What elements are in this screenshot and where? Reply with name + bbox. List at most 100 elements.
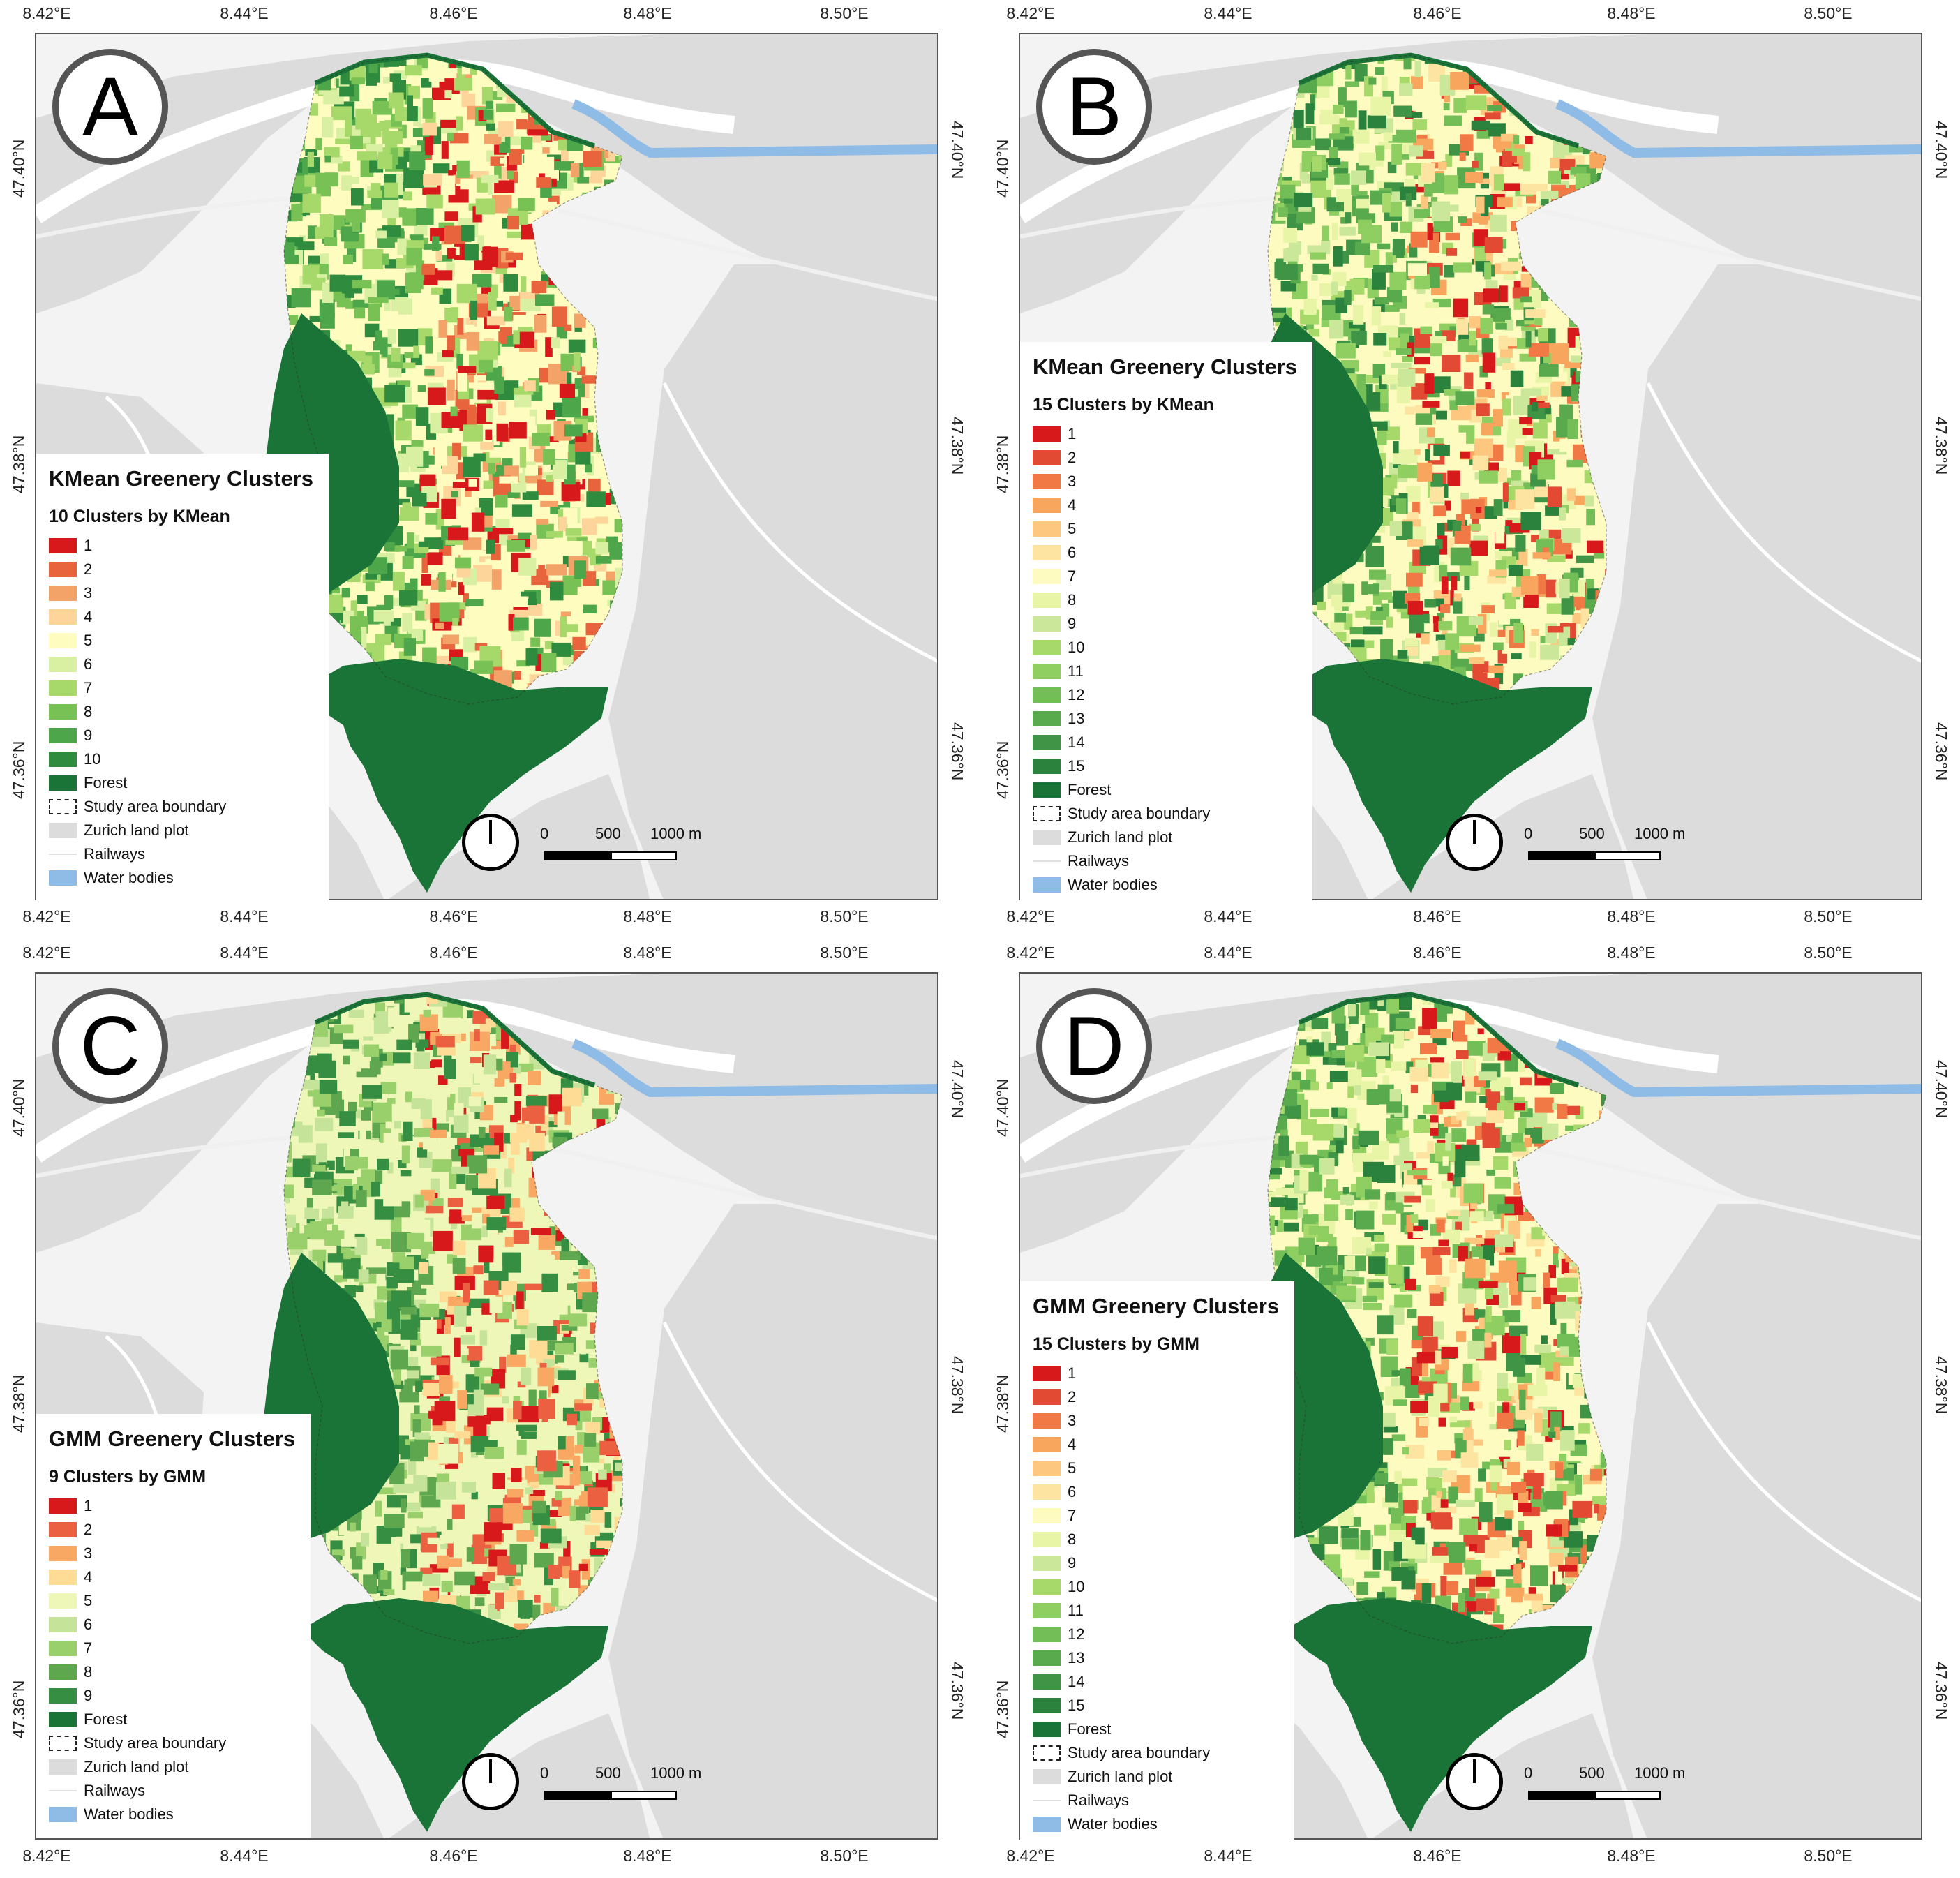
cluster-patch <box>532 1500 546 1514</box>
cluster-patch <box>440 175 456 195</box>
cluster-patch <box>1459 152 1466 161</box>
cluster-patch <box>1308 329 1320 337</box>
cluster-patch <box>1349 627 1370 635</box>
legend-title: KMean Greenery Clusters <box>1033 355 1298 379</box>
cluster-patch <box>1580 1404 1598 1419</box>
cluster-patch <box>1553 1252 1559 1268</box>
map-canvas <box>36 34 937 899</box>
cluster-patch <box>596 1126 612 1142</box>
cluster-patch <box>1509 1325 1528 1336</box>
cluster-patch <box>530 1228 551 1235</box>
forest-area <box>301 659 608 893</box>
cluster-patch <box>1268 149 1277 167</box>
cluster-patch <box>315 138 322 150</box>
cluster-patch <box>534 618 551 637</box>
cluster-patch <box>1501 183 1520 191</box>
cluster-patch <box>631 187 649 197</box>
legend-swatch <box>1033 569 1061 584</box>
cluster-patch <box>424 369 435 376</box>
cluster-patch <box>284 1156 286 1173</box>
cluster-patch <box>524 149 532 169</box>
cluster-patch <box>1599 279 1606 297</box>
cluster-patch <box>435 251 442 261</box>
cluster-patch <box>485 100 494 117</box>
cluster-patch <box>1467 1606 1476 1612</box>
scale-label-mid: 500 <box>595 1764 621 1782</box>
cluster-patch <box>1409 145 1423 157</box>
cluster-patch <box>1444 94 1451 103</box>
legend-item-cluster: 3 <box>49 581 313 605</box>
cluster-patch <box>1534 1344 1552 1353</box>
legend-item-cluster: 6 <box>49 1613 295 1637</box>
cluster-patch <box>351 77 365 85</box>
cluster-patch <box>421 263 435 275</box>
cluster-patch <box>540 1528 562 1544</box>
cluster-patch <box>1372 593 1382 605</box>
cluster-patch <box>585 269 593 289</box>
cluster-patch <box>388 546 407 552</box>
scale-bar: 0 500 1000 m <box>1524 825 1685 870</box>
cluster-patch <box>595 556 612 564</box>
cluster-patch <box>613 182 622 201</box>
legend-label: 2 <box>84 560 93 578</box>
cluster-patch <box>615 567 622 588</box>
legend-label: Study area boundary <box>84 798 227 815</box>
cluster-patch <box>345 116 352 137</box>
legend-label: Railways <box>84 845 146 863</box>
cluster-patch <box>423 1590 439 1602</box>
cluster-patch <box>529 1340 548 1359</box>
cluster-patch <box>592 1580 609 1594</box>
cluster-patch <box>460 1335 475 1345</box>
scale-bar-black-segment <box>1528 851 1594 860</box>
cluster-patch <box>539 368 551 383</box>
cluster-patch <box>521 1367 532 1385</box>
cluster-patch <box>488 459 495 475</box>
cluster-patch <box>399 1392 419 1403</box>
cluster-patch <box>557 1213 567 1228</box>
x-tick-label-top: 8.50°E <box>1804 4 1853 22</box>
cluster-patch <box>596 1540 615 1548</box>
legend-title: KMean Greenery Clusters <box>49 466 314 491</box>
cluster-patch <box>284 1214 296 1228</box>
cluster-patch <box>631 1173 645 1194</box>
cluster-patch <box>569 1505 576 1521</box>
cluster-patch <box>1546 273 1555 290</box>
cluster-patch <box>625 1239 643 1255</box>
cluster-patch <box>454 1198 461 1219</box>
cluster-patch <box>1361 581 1368 595</box>
cluster-patch <box>1519 353 1536 362</box>
cluster-patch <box>1582 355 1594 362</box>
cluster-patch <box>489 447 508 458</box>
cluster-patch <box>605 1180 618 1196</box>
cluster-patch <box>574 313 586 328</box>
cluster-patch <box>613 1406 622 1426</box>
cluster-patch <box>453 338 461 358</box>
legend-label: Zurich land plot <box>84 821 189 839</box>
cluster-patch <box>414 1128 434 1138</box>
legend-label: 3 <box>84 1544 93 1562</box>
cluster-patch <box>1425 302 1439 308</box>
cluster-patch <box>558 1436 567 1450</box>
cluster-patch <box>472 1212 482 1229</box>
cluster-patch <box>1491 308 1511 322</box>
cluster-patch <box>484 134 502 144</box>
cluster-patch <box>1486 558 1499 565</box>
cluster-patch <box>564 1223 580 1234</box>
cluster-patch <box>1594 1205 1606 1216</box>
cluster-patch <box>431 1198 444 1206</box>
cluster-patch <box>1460 134 1474 151</box>
legend-swatch <box>49 1570 77 1585</box>
cluster-patch <box>502 1252 521 1273</box>
cluster-patch <box>364 355 373 374</box>
cluster-patch <box>410 1226 428 1233</box>
cluster-patch <box>1300 1553 1316 1572</box>
cluster-patch <box>1453 98 1467 113</box>
cluster-patch <box>1608 1373 1617 1381</box>
legend-swatch <box>1033 450 1061 465</box>
cluster-patch <box>593 198 608 213</box>
cluster-patch <box>1391 1434 1406 1441</box>
cluster-patch <box>601 1195 613 1210</box>
cluster-patch <box>317 274 328 281</box>
cluster-patch <box>402 613 413 632</box>
cluster-patch <box>441 1581 453 1593</box>
